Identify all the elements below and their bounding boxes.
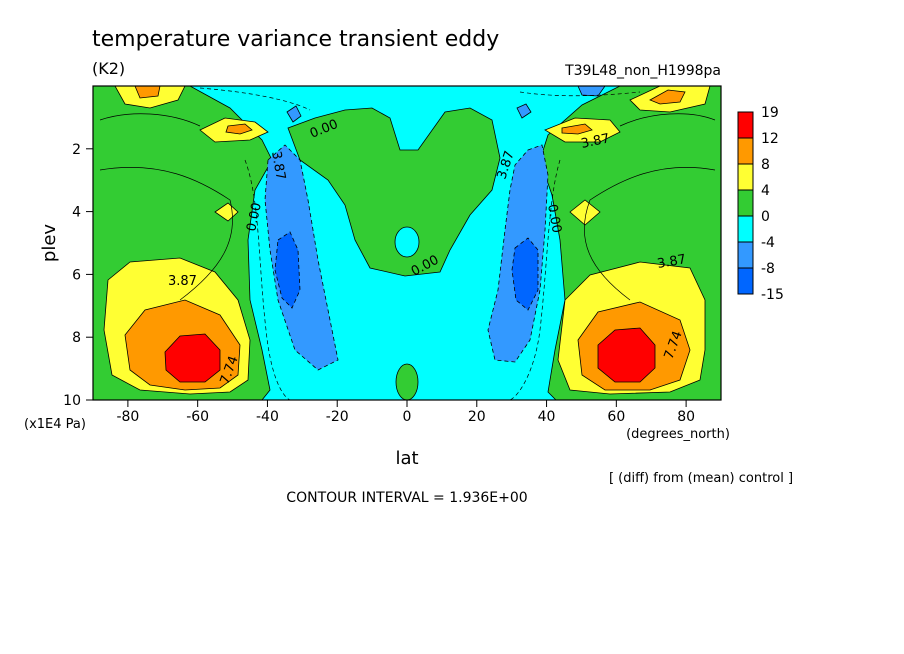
- colorbar-label: 19: [761, 105, 779, 121]
- chart-title: temperature variance transient eddy: [92, 27, 499, 52]
- contour-label: 3.87: [168, 274, 197, 289]
- colorbar-label: -8: [761, 261, 775, 277]
- y-tick-label: 8: [72, 330, 81, 346]
- field-north-small-yellow: [569, 199, 601, 226]
- contour-line: [244, 159, 291, 400]
- field-south-negative-inner: [274, 231, 301, 309]
- y-tick-label: 10: [63, 393, 81, 409]
- x-tick-label: -40: [256, 409, 279, 425]
- colorbar-swatch: [737, 189, 754, 217]
- diff-note: [ (diff) from (mean) control ]: [609, 471, 793, 486]
- y-tick-label: 4: [72, 205, 81, 221]
- contour-label: 3.87: [656, 252, 687, 272]
- x-tick-label: -20: [326, 409, 349, 425]
- colorbar-swatch: [737, 241, 754, 269]
- field-top-blue-right: [577, 86, 606, 97]
- y-axis: 2 4 6 8 10: [63, 142, 93, 409]
- colorbar-swatch: [737, 163, 754, 191]
- x-tick-label: -60: [186, 409, 209, 425]
- field-north-negative-inner: [511, 237, 539, 311]
- x-tick-label: 60: [607, 409, 625, 425]
- x-axis-units: (degrees_north): [626, 427, 730, 442]
- field-bottom-blob: [395, 363, 419, 400]
- colorbar-label: -15: [761, 287, 784, 303]
- x-tick-label: 40: [538, 409, 556, 425]
- contour-line: [99, 113, 201, 127]
- colorbar-label: 12: [761, 131, 779, 147]
- field-south-upper-orange: [225, 123, 253, 135]
- y-axis-label: plev: [39, 224, 60, 263]
- contour-line: [99, 167, 233, 301]
- plot-area: [93, 86, 721, 400]
- x-tick-label: -80: [116, 409, 139, 425]
- x-tick-label: 80: [677, 409, 695, 425]
- field-top-blue-mid: [516, 103, 532, 119]
- contour-line: [619, 113, 716, 127]
- y-tick-label: 6: [72, 267, 81, 283]
- contour-label: 3.87: [268, 150, 288, 181]
- y-axis-units: (x1E4 Pa): [24, 417, 86, 432]
- contour-label: 3.87: [580, 131, 611, 152]
- field-south-red: [164, 333, 221, 383]
- contour-label: 0.00: [544, 203, 564, 234]
- colorbar-label: 8: [761, 157, 770, 173]
- field-equatorial-hole: [394, 226, 420, 258]
- units-label: (K2): [92, 59, 125, 78]
- x-tick-label: 20: [468, 409, 486, 425]
- contour-line: [519, 91, 641, 97]
- colorbar-swatch: [737, 267, 754, 295]
- contour-line: [583, 167, 716, 301]
- colorbar-label: -4: [761, 235, 775, 251]
- contour-label: 0.00: [244, 201, 265, 232]
- x-axis-label: lat: [395, 448, 418, 469]
- contour-line: [199, 87, 311, 111]
- contour-line: [509, 159, 561, 400]
- field-region-equatorial-positive: [287, 107, 501, 277]
- field-north-red: [597, 327, 656, 383]
- colorbar-label: 4: [761, 183, 770, 199]
- colorbar-label: 0: [761, 209, 770, 225]
- field-north-top-orange: [649, 89, 686, 105]
- x-tick-label: 0: [403, 409, 412, 425]
- colorbar-swatch: [737, 111, 754, 139]
- field-north-upper-orange: [561, 123, 593, 135]
- field-south-top-orange: [134, 86, 161, 99]
- contour-interval: CONTOUR INTERVAL = 1.936E+00: [286, 490, 527, 506]
- field-top-blue-left: [286, 105, 302, 123]
- x-axis: -80 -60 -40 -20 0 20 40 60 80: [116, 400, 695, 425]
- run-label: T39L48_non_H1998pa: [564, 63, 721, 79]
- colorbar-swatch: [737, 137, 754, 165]
- y-tick-label: 2: [72, 142, 81, 158]
- field-south-negative-outer: [264, 144, 339, 371]
- colorbar-swatch: [737, 215, 754, 243]
- colorbar: 19 12 8 4 0 -4 -8 -15: [737, 105, 784, 303]
